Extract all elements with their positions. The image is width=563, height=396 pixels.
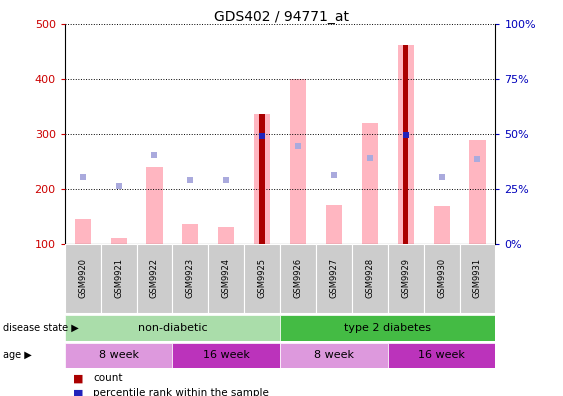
Bar — [110, 238, 127, 244]
Text: GSM9925: GSM9925 — [258, 258, 267, 298]
Bar — [388, 244, 424, 313]
Text: ■: ■ — [73, 388, 84, 396]
Bar — [352, 244, 388, 313]
Text: GSM9929: GSM9929 — [401, 258, 410, 298]
Bar — [254, 114, 270, 244]
Bar — [434, 206, 450, 244]
Bar — [244, 244, 280, 313]
Text: GSM9921: GSM9921 — [114, 258, 123, 298]
Text: GSM9931: GSM9931 — [473, 258, 482, 298]
Bar — [65, 343, 172, 368]
Text: GSM9920: GSM9920 — [78, 258, 87, 298]
Text: type 2 diabetes: type 2 diabetes — [344, 323, 431, 333]
Bar — [208, 244, 244, 313]
Bar — [280, 343, 388, 368]
Bar — [172, 244, 208, 313]
Bar — [65, 315, 280, 341]
Text: GSM9923: GSM9923 — [186, 258, 195, 298]
Bar — [280, 315, 495, 341]
Bar — [459, 244, 495, 313]
Text: 16 week: 16 week — [203, 350, 250, 360]
Bar — [280, 244, 316, 313]
Bar — [172, 343, 280, 368]
Bar — [316, 244, 352, 313]
Bar — [260, 114, 265, 244]
Text: ■: ■ — [73, 373, 84, 383]
Bar — [182, 224, 198, 244]
Bar — [403, 45, 408, 244]
Bar — [470, 140, 485, 244]
Bar — [362, 123, 378, 244]
Bar — [65, 244, 101, 313]
Bar — [290, 79, 306, 244]
Bar — [146, 167, 163, 244]
Text: 8 week: 8 week — [99, 350, 138, 360]
Text: GSM9928: GSM9928 — [365, 258, 374, 298]
Bar — [101, 244, 137, 313]
Text: 8 week: 8 week — [314, 350, 354, 360]
Bar — [397, 45, 414, 244]
Bar — [424, 244, 459, 313]
Text: non-diabetic: non-diabetic — [137, 323, 207, 333]
Text: GSM9930: GSM9930 — [437, 258, 446, 298]
Bar — [388, 343, 495, 368]
Text: GSM9926: GSM9926 — [293, 258, 302, 298]
Text: GSM9922: GSM9922 — [150, 258, 159, 298]
Bar — [218, 227, 234, 244]
Text: percentile rank within the sample: percentile rank within the sample — [93, 388, 269, 396]
Text: GSM9924: GSM9924 — [222, 258, 231, 298]
Text: 16 week: 16 week — [418, 350, 465, 360]
Text: age ▶: age ▶ — [3, 350, 32, 360]
Bar — [75, 219, 91, 244]
Bar — [326, 205, 342, 244]
Text: GDS402 / 94771_at: GDS402 / 94771_at — [214, 10, 349, 24]
Text: count: count — [93, 373, 122, 383]
Text: GSM9927: GSM9927 — [329, 258, 338, 298]
Bar — [137, 244, 172, 313]
Text: disease state ▶: disease state ▶ — [3, 323, 79, 333]
